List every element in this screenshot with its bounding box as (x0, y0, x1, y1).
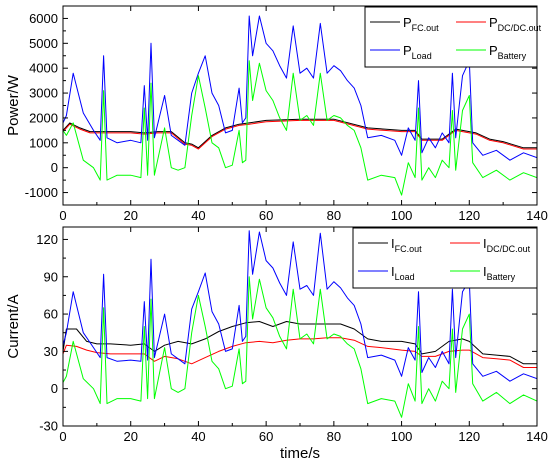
series-line-i-dc-dc-out (63, 337, 537, 368)
y-tick-label: 90 (44, 269, 58, 284)
legend-label: PFC.out (403, 15, 439, 33)
series-line-p-battery (63, 60, 537, 196)
series-line-i-battery (63, 276, 537, 418)
legend-label: PBattery (489, 43, 527, 61)
y-tick-label: 0 (51, 160, 58, 175)
x-tick-label: 120 (458, 429, 480, 444)
series-line-p-dc-dc-out (63, 119, 537, 150)
legend-label: PDC/DC.out (489, 15, 542, 33)
y-tick-label: 1000 (29, 135, 58, 150)
x-tick-label: 40 (191, 208, 205, 223)
x-tick-label: 40 (191, 429, 205, 444)
chart-panel-1: 0 20 40 60 80 100 120 140-100001000200030004000… (5, 5, 548, 223)
chart-panel-2: 0 20 40 60 80 100 120 140-300306090120Current/A… (5, 226, 548, 462)
y-tick-label: 30 (44, 344, 58, 359)
legend-label: ILoad (391, 264, 415, 282)
y-tick-label: 6000 (29, 11, 58, 26)
x-tick-label: 0 (59, 208, 66, 223)
y-tick-label: 3000 (29, 86, 58, 101)
series-line-p-load (63, 15, 537, 161)
x-tick-label: 80 (327, 208, 341, 223)
legend-label: IBattery (483, 264, 516, 282)
legend-box (352, 227, 538, 289)
x-tick-label: 80 (327, 429, 341, 444)
legend: IFC.out IDC/DC.out ILoad IBattery (352, 227, 538, 289)
x-tick-label: 60 (259, 208, 273, 223)
x-tick-label: 140 (526, 429, 548, 444)
legend: PFC.out PDC/DC.out PLoad PBattery (364, 6, 542, 68)
y-axis-title: Current/A (5, 294, 22, 358)
legend-label: IDC/DC.out (483, 236, 531, 254)
x-tick-label: 20 (123, 429, 137, 444)
legend-box (364, 6, 538, 68)
y-tick-label: 5000 (29, 36, 58, 51)
series-line-i-fc-out (63, 321, 537, 365)
y-tick-label: 0 (51, 381, 58, 396)
x-tick-label: 0 (59, 429, 66, 444)
x-tick-label: 60 (259, 429, 273, 444)
y-tick-label: 120 (36, 232, 58, 247)
x-tick-label: 100 (391, 429, 413, 444)
y-axis-title: Power/W (5, 74, 22, 136)
y-tick-label: -1000 (25, 185, 58, 200)
x-tick-label: 20 (123, 208, 137, 223)
legend-label: PLoad (403, 43, 432, 61)
y-tick-label: -30 (39, 419, 58, 434)
x-tick-label: 140 (526, 208, 548, 223)
series-line-i-load (63, 230, 537, 382)
x-tick-label: 120 (458, 208, 480, 223)
y-tick-label: 4000 (29, 61, 58, 76)
legend-label: IFC.out (391, 236, 422, 254)
x-tick-label: 100 (391, 208, 413, 223)
y-tick-label: 60 (44, 307, 58, 322)
y-tick-label: 2000 (29, 110, 58, 125)
x-axis-title: time/s (280, 445, 320, 462)
